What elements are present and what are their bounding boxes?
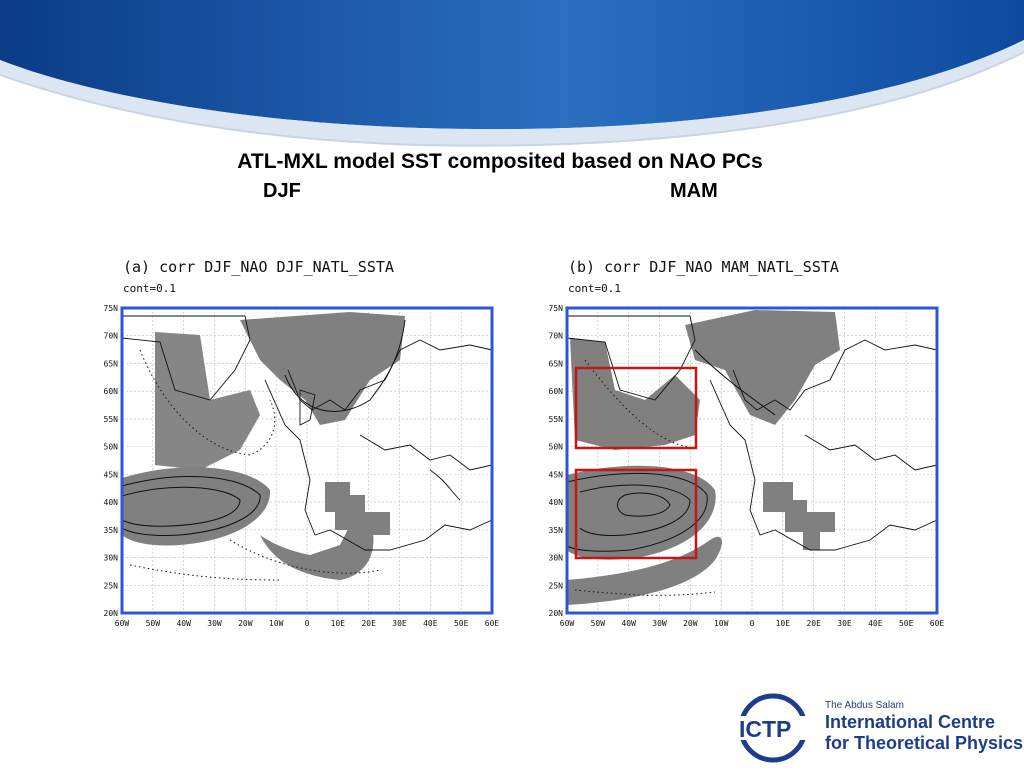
lon-tick-label: 60E [485, 619, 500, 628]
lon-tick-label: 0 [305, 619, 310, 628]
lat-tick-label: 40N [549, 498, 564, 507]
lon-tick-label: 40E [423, 619, 438, 628]
lat-tick-label: 75N [549, 304, 564, 313]
map-frame [120, 306, 494, 615]
lon-tick-label: 50E [454, 619, 469, 628]
lat-tick-label: 35N [104, 526, 119, 535]
ictp-logo: ICTP The Abdus Salam International Centr… [733, 690, 1023, 765]
lon-tick-label: 40W [621, 619, 636, 628]
lon-tick-label: 30W [652, 619, 667, 628]
lon-tick-label: 60E [930, 619, 945, 628]
highlight-box-north [574, 366, 698, 450]
ictp-mark-icon: ICTP [738, 693, 810, 763]
lon-tick-label: 10E [331, 619, 346, 628]
lon-tick-label: 60W [115, 619, 130, 628]
lat-tick-label: 50N [104, 443, 119, 452]
lat-tick-label: 20N [549, 609, 564, 618]
lon-tick-label: 40E [868, 619, 883, 628]
lon-tick-label: 10W [269, 619, 284, 628]
coastlines [121, 315, 493, 551]
season-label-djf: DJF [263, 180, 301, 202]
lat-tick-label: 55N [104, 415, 119, 424]
correlation-contours [121, 319, 406, 536]
lat-tick-label: 35N [549, 526, 564, 535]
dotted-contours [574, 359, 716, 596]
lat-tick-label: 45N [549, 470, 564, 479]
sst-correlation-map: 75N 70N 65N 60N 55N 50N 45N 40N 35N 30N 25N 20N 60W… [549, 304, 945, 628]
lon-tick-label: 10E [776, 619, 791, 628]
dotted-contours [129, 349, 381, 581]
significance-shading [122, 312, 405, 580]
contour-interval-label: cont=0.1 [568, 282, 621, 295]
panel-caption: (b) corr DJF_NAO MAM_NATL_SSTA [568, 258, 839, 276]
lon-tick-label: 20E [806, 619, 821, 628]
lat-tick-label: 50N [549, 443, 564, 452]
header-wave-band [0, 0, 1024, 147]
season-label-mam: MAM [670, 180, 718, 202]
logo-mark-text: ICTP [739, 716, 791, 742]
lon-tick-label: 30E [392, 619, 407, 628]
logo-line-1: International Centre [825, 712, 996, 732]
panel-caption: (a) corr DJF_NAO DJF_NATL_SSTA [123, 258, 394, 276]
lon-tick-label: 20W [238, 619, 253, 628]
lat-tick-label: 60N [104, 387, 119, 396]
lat-tick-label: 65N [549, 359, 564, 368]
significance-shading [567, 310, 840, 605]
map-panel-b: (b) corr DJF_NAO MAM_NATL_SSTA cont=0.1 [545, 250, 965, 640]
lat-tick-label: 25N [549, 581, 564, 590]
lat-tick-label: 55N [549, 415, 564, 424]
lat-tick-label: 70N [104, 332, 119, 341]
lat-tick-label: 40N [104, 498, 119, 507]
lat-tick-label: 70N [549, 332, 564, 341]
lat-tick-label: 30N [104, 554, 119, 563]
lon-tick-label: 50E [899, 619, 914, 628]
lon-tick-label: 20E [361, 619, 376, 628]
correlation-contours [566, 349, 776, 552]
lat-tick-label: 60N [549, 387, 564, 396]
lat-tick-label: 25N [104, 581, 119, 590]
lon-tick-label: 10W [714, 619, 729, 628]
lon-tick-label: 60W [560, 619, 575, 628]
lon-tick-label: 30E [837, 619, 852, 628]
lon-tick-label: 0 [750, 619, 755, 628]
lat-tick-label: 75N [104, 304, 119, 313]
slide-title: ATL-MXL model SST composited based on NA… [237, 150, 763, 173]
map-panel-a: (a) corr DJF_NAO DJF_NATL_SSTA cont=0.1 [100, 250, 520, 640]
logo-line-2: for Theoretical Physics [825, 733, 1024, 753]
lon-tick-label: 40W [176, 619, 191, 628]
lon-tick-label: 50W [146, 619, 161, 628]
sst-correlation-map: 75N 70N 65N 60N 55N 50N 45N 40N 35N 30N 25N 20N 60W… [104, 304, 500, 628]
lat-tick-label: 65N [104, 359, 119, 368]
lon-tick-label: 30W [207, 619, 222, 628]
lat-tick-label: 45N [104, 470, 119, 479]
coastlines [566, 315, 938, 551]
lat-tick-label: 20N [104, 609, 119, 618]
lon-tick-label: 50W [591, 619, 606, 628]
map-frame [565, 306, 939, 615]
logo-small-text: The Abdus Salam [825, 700, 904, 711]
lon-tick-label: 20W [683, 619, 698, 628]
contour-interval-label: cont=0.1 [123, 282, 176, 295]
lat-tick-label: 30N [549, 554, 564, 563]
highlight-box-south [574, 468, 698, 560]
